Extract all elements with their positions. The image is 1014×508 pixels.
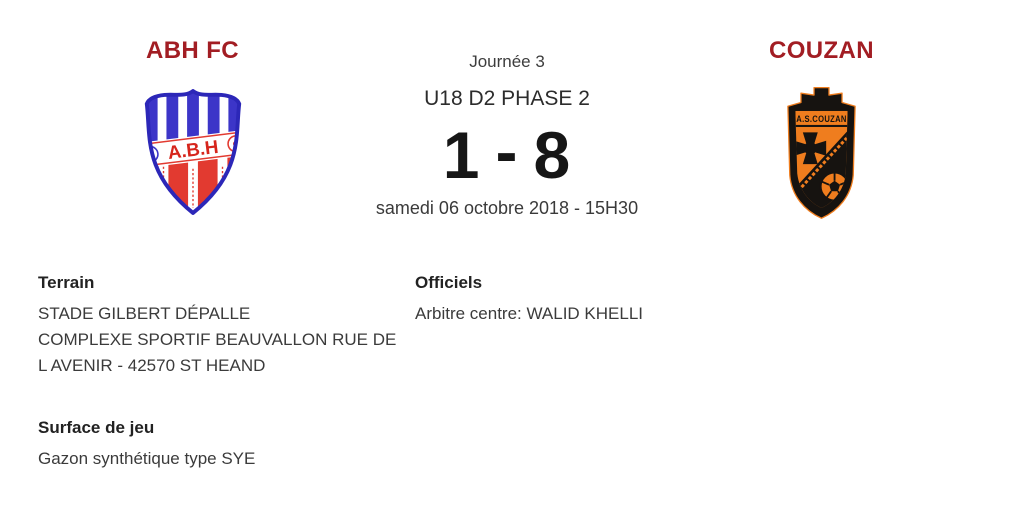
surface-section: Surface de jeu Gazon synthétique type SY… (38, 415, 415, 472)
terrain-line: COMPLEXE SPORTIF BEAUVALLON RUE DE (38, 330, 397, 349)
officials-title: Officiels (415, 273, 483, 292)
terrain-title: Terrain (38, 273, 95, 292)
home-team-name[interactable]: ABH FC (145, 37, 240, 64)
home-team-column: ABH FC (40, 30, 345, 222)
away-team-name[interactable]: COUZAN (768, 37, 875, 64)
referee-line: Arbitre centre: WALID KHELLI (415, 304, 644, 323)
competition-label: U18 D2 PHASE 2 (424, 87, 590, 110)
terrain-section: Terrain STADE GILBERT DÉPALLE COMPLEXE S… (38, 270, 415, 379)
surface-title: Surface de jeu (38, 418, 155, 437)
officials-section: Officiels Arbitre centre: WALID KHELLI (415, 270, 1014, 327)
match-info-section: Terrain STADE GILBERT DÉPALLE COMPLEXE S… (0, 270, 1014, 508)
match-center-column: Journée 3 U18 D2 PHASE 2 1-8 samedi 06 o… (345, 30, 669, 222)
score-separator: - (495, 114, 519, 188)
couzan-shield-crest-icon[interactable]: A.S.COUZAN (774, 82, 869, 222)
info-left-column: Terrain STADE GILBERT DÉPALLE COMPLEXE S… (38, 270, 415, 508)
info-right-column: Officiels Arbitre centre: WALID KHELLI (415, 270, 1014, 508)
away-team-column: COUZAN A.S.COUZAN (669, 30, 974, 222)
abh-shield-crest-icon[interactable]: A.B.H (134, 82, 252, 220)
match-datetime: samedi 06 octobre 2018 - 15H30 (375, 198, 639, 218)
terrain-line: L AVENIR - 42570 ST HEAND (38, 356, 266, 375)
couzan-crest-text: A.S.COUZAN (796, 114, 846, 124)
match-header: ABH FC (0, 0, 1014, 222)
match-sheet-page: ABH FC (0, 0, 1014, 468)
round-label: Journée 3 (469, 52, 545, 71)
couzan-band-lettering (795, 136, 848, 196)
abh-blue-stripes (146, 91, 239, 150)
score-row: 1-8 (345, 116, 669, 192)
terrain-line: STADE GILBERT DÉPALLE (38, 304, 251, 323)
score-home: 1 (442, 118, 481, 192)
surface-value: Gazon synthétique type SYE (38, 449, 256, 468)
couzan-cross-pattee-icon (795, 132, 827, 165)
score-away: 8 (533, 118, 572, 192)
abh-shield-outline (144, 89, 241, 215)
